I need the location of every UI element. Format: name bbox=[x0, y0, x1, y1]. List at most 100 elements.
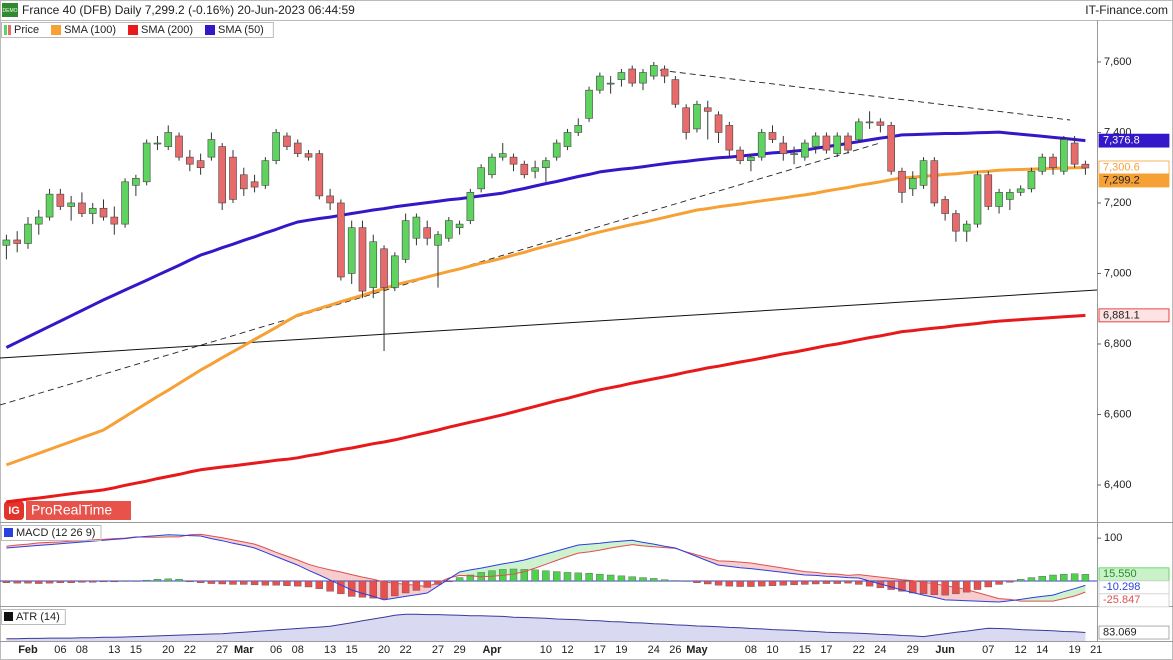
candle-body bbox=[196, 160, 205, 169]
pane-title: ATR (14) bbox=[16, 611, 60, 623]
candle-body bbox=[585, 89, 593, 119]
candle-body bbox=[358, 227, 367, 292]
macd-fill bbox=[459, 569, 471, 576]
x-tick-label: 07 bbox=[982, 644, 994, 656]
y-tick-label: 7,200 bbox=[1104, 197, 1132, 209]
candle-body bbox=[207, 139, 216, 158]
histogram-bar bbox=[1060, 573, 1068, 582]
histogram-bar bbox=[509, 568, 518, 582]
candle-body bbox=[801, 142, 809, 158]
candle-body bbox=[45, 193, 54, 218]
candle-body bbox=[186, 156, 194, 165]
histogram-bar bbox=[704, 580, 712, 585]
candle-body bbox=[347, 227, 356, 274]
histogram-bar bbox=[660, 579, 669, 582]
x-tick-label: Apr bbox=[482, 644, 502, 656]
candle-body bbox=[88, 207, 97, 214]
candle-body bbox=[218, 146, 226, 204]
x-tick-label: 12 bbox=[561, 644, 573, 656]
candle-body bbox=[703, 107, 712, 112]
histogram-bar bbox=[315, 580, 324, 589]
histogram-bar bbox=[973, 580, 982, 590]
candle-body bbox=[887, 125, 895, 172]
histogram-bar bbox=[844, 580, 852, 584]
candle-body bbox=[239, 174, 248, 190]
last-value-label: -25.847 bbox=[1103, 594, 1140, 606]
candle-body bbox=[822, 135, 831, 151]
histogram-bar bbox=[35, 580, 43, 584]
histogram-bar bbox=[855, 580, 863, 585]
trendline bbox=[0, 289, 1098, 359]
candle-body bbox=[326, 195, 334, 204]
macd-fill bbox=[966, 589, 978, 602]
last-value-label: 7,300.6 bbox=[1103, 161, 1140, 173]
demo-badge bbox=[2, 3, 18, 17]
histogram-bar bbox=[207, 580, 216, 584]
macd-fill bbox=[427, 582, 438, 593]
candle-body bbox=[952, 213, 960, 232]
histogram-bar bbox=[930, 580, 939, 595]
candle-body bbox=[1038, 156, 1047, 172]
y-tick-label: 100 bbox=[1104, 532, 1122, 544]
candle-body bbox=[99, 207, 108, 218]
x-tick-label: 27 bbox=[432, 644, 444, 656]
histogram-bar bbox=[617, 575, 626, 582]
x-tick-label: 24 bbox=[648, 644, 660, 656]
histogram-bar bbox=[714, 580, 723, 586]
trendline bbox=[649, 68, 1071, 121]
histogram-bar bbox=[283, 580, 291, 586]
candle-body bbox=[1049, 156, 1057, 169]
legend-label: SMA (100) bbox=[64, 24, 116, 36]
candle-body bbox=[628, 68, 637, 84]
candle-body bbox=[930, 160, 939, 204]
histogram-bar bbox=[99, 580, 108, 583]
pane-swatch bbox=[4, 528, 13, 537]
legend-swatch bbox=[51, 25, 62, 35]
candle-body bbox=[1016, 188, 1025, 193]
candle-body bbox=[2, 239, 11, 246]
legend-label: Price bbox=[14, 24, 39, 36]
last-value-label: 6,881.1 bbox=[1103, 309, 1140, 321]
histogram-bar bbox=[574, 572, 582, 582]
legend-swatch bbox=[8, 25, 11, 35]
watermark: ProRealTime bbox=[31, 502, 112, 518]
macd-fill bbox=[254, 544, 266, 553]
last-value-label: 15.550 bbox=[1103, 568, 1137, 580]
x-tick-label: 21 bbox=[1090, 644, 1102, 656]
histogram-bar bbox=[466, 574, 475, 582]
candle-body bbox=[315, 153, 324, 197]
candle-body bbox=[56, 193, 65, 207]
candle-body bbox=[337, 202, 345, 278]
last-value-label: 83.069 bbox=[1103, 626, 1137, 638]
x-tick-label: 15 bbox=[346, 644, 358, 656]
histogram-bar bbox=[909, 580, 917, 594]
candle-body bbox=[272, 132, 280, 161]
candle-body bbox=[995, 192, 1003, 207]
histogram-bar bbox=[369, 580, 377, 599]
histogram-bar bbox=[898, 580, 906, 592]
x-tick-label: Jun bbox=[935, 644, 955, 656]
source: IT-Finance.com bbox=[1085, 3, 1168, 17]
histogram-bar bbox=[801, 580, 809, 585]
histogram-bar bbox=[56, 580, 65, 583]
histogram-bar bbox=[941, 580, 949, 596]
histogram-bar bbox=[153, 579, 162, 582]
histogram-bar bbox=[606, 574, 615, 582]
macd-fill bbox=[740, 562, 751, 569]
last-value-box bbox=[1098, 308, 1170, 323]
x-tick-label: 06 bbox=[270, 644, 282, 656]
candle-body bbox=[811, 135, 820, 147]
histogram-bar bbox=[294, 580, 302, 587]
y-tick-label: 6,800 bbox=[1104, 338, 1132, 350]
candle-body bbox=[714, 114, 723, 133]
x-tick-label: 12 bbox=[1015, 644, 1027, 656]
histogram-bar bbox=[1070, 573, 1079, 582]
x-tick-label: Feb bbox=[18, 644, 38, 656]
candle-body bbox=[391, 255, 399, 288]
demo-text: DEMO bbox=[3, 8, 18, 14]
histogram-bar bbox=[240, 580, 248, 585]
histogram-bar bbox=[779, 580, 787, 586]
x-tick-label: 17 bbox=[594, 644, 606, 656]
histogram-bar bbox=[995, 580, 1003, 585]
